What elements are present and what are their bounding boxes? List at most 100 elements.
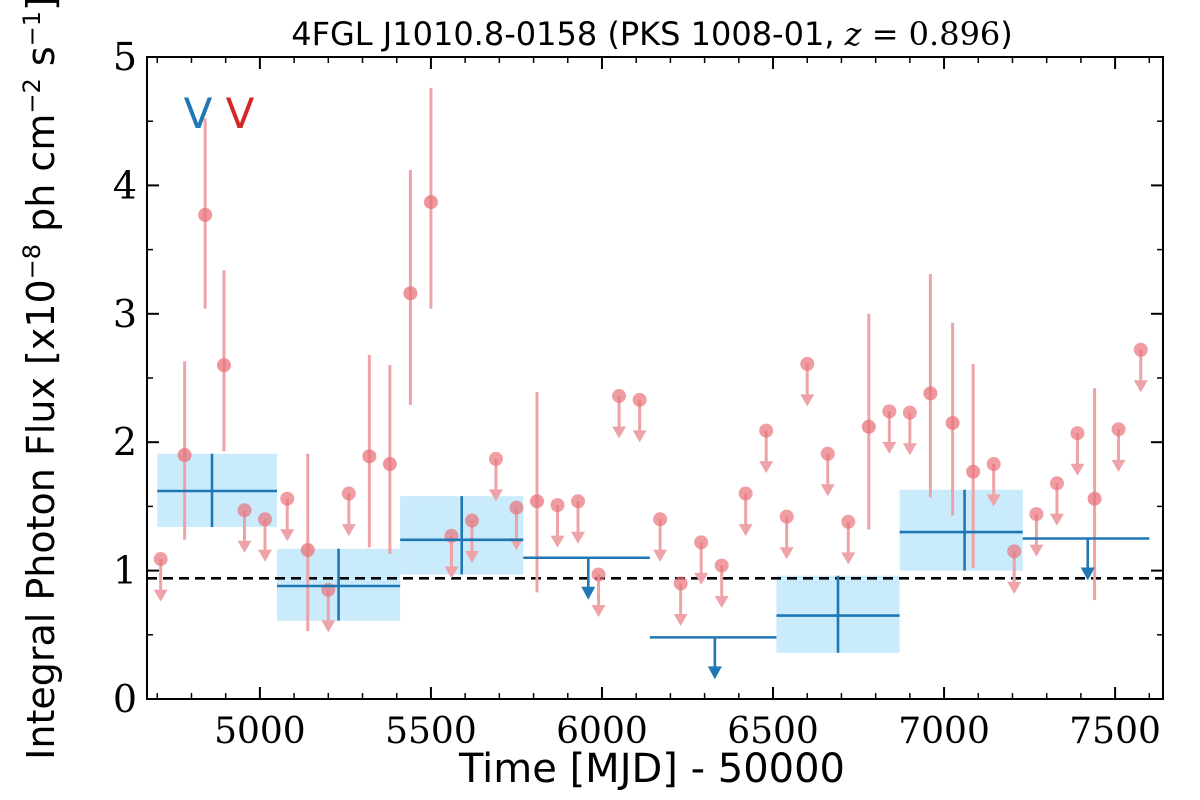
y-tick-label: 1 — [113, 549, 137, 593]
short-bin-point — [945, 415, 960, 430]
title-close: ) — [1000, 15, 1012, 53]
short-bin-upper-limit-arrow — [341, 524, 356, 537]
short-bin-upper-limit-point — [820, 446, 835, 461]
long-bin-upper-limit-arrow — [1080, 567, 1095, 581]
y-label-exp2: −2 — [18, 78, 46, 113]
short-bin-upper-limit-arrow — [714, 595, 729, 608]
y-tick-label: 0 — [113, 677, 137, 721]
short-bin-upper-limit-point — [714, 558, 729, 573]
short-bin-upper-limit-point — [1049, 476, 1064, 491]
short-bin-point — [382, 457, 397, 472]
x-tick-label: 6000 — [556, 711, 648, 752]
short-bin-upper-limit-point — [1029, 507, 1044, 522]
short-bin-upper-limit-point — [464, 513, 479, 528]
short-bin-upper-limit-point — [591, 567, 606, 582]
plot-area: 5000 5500 6000 6500 7000 7500 0 1 2 3 4 5 — [113, 35, 1164, 752]
y-tick-label: 5 — [113, 35, 137, 79]
short-bin-upper-limit-point — [800, 356, 815, 371]
short-bin-upper-limit-arrow — [591, 604, 606, 617]
short-bin-upper-limit-point — [550, 498, 565, 513]
short-bin-upper-limit-point — [1133, 342, 1148, 357]
short-bin-upper-limit-arrow — [488, 489, 503, 502]
short-bin-upper-limit-arrow — [632, 430, 647, 443]
observation-markers: V V — [184, 89, 255, 138]
short-bin-upper-limit-arrow — [321, 620, 336, 633]
long-bin-band — [899, 489, 1023, 571]
short-bin-point — [198, 207, 213, 222]
short-bin-upper-limit-arrow — [153, 589, 168, 602]
short-bin-upper-limit-point — [1007, 544, 1022, 559]
short-bin-upper-limit-arrow — [280, 529, 295, 542]
short-bin-point — [861, 419, 876, 434]
long-bin-upper-limit-arrow — [707, 666, 722, 680]
short-bin-upper-limit-arrow — [612, 426, 627, 439]
short-bin-upper-limit-arrow — [1070, 463, 1085, 476]
short-bin-point — [403, 286, 418, 301]
y-tick-label: 2 — [113, 420, 137, 464]
short-bin-upper-limit-arrow — [258, 549, 273, 562]
short-bin-upper-limit-point — [237, 503, 252, 518]
short-bin-upper-limit-point — [986, 457, 1001, 472]
short-bin-upper-limit-arrow — [673, 613, 688, 626]
short-bin-point — [529, 494, 544, 509]
short-bin-upper-limit-point — [673, 576, 688, 591]
x-tick-label: 6500 — [727, 711, 819, 752]
y-tick-label: 4 — [113, 163, 137, 207]
x-tick-label: 5000 — [214, 711, 306, 752]
y-label-main: Integral Photon Flux [x10 — [19, 279, 63, 760]
short-bin-point — [966, 464, 981, 479]
short-bin-upper-limit-arrow — [986, 494, 1001, 507]
short-bin-upper-limit-arrow — [694, 572, 709, 585]
y-label-mid2: s — [19, 46, 63, 78]
x-tick-label: 7000 — [898, 711, 990, 752]
x-tick-label: 5500 — [385, 711, 477, 752]
chart-title: 4FGL J1010.8-0158 (PKS 1008-01, z = 0.89… — [291, 15, 1013, 53]
short-bin-upper-limit-point — [571, 494, 586, 509]
short-bin-upper-limit-arrow — [444, 566, 459, 579]
short-bin-upper-limit-arrow — [1111, 459, 1126, 472]
short-bin-upper-limit-arrow — [509, 538, 524, 551]
y-label-exp1: −8 — [18, 244, 46, 279]
short-bin-upper-limit-arrow — [1049, 513, 1064, 526]
short-bin-upper-limit-arrow — [464, 551, 479, 564]
short-bin-upper-limit-point — [694, 535, 709, 550]
short-bin-upper-limit-arrow — [550, 535, 565, 548]
short-bin-upper-limit-arrow — [820, 484, 835, 497]
short-bin-upper-limit-point — [738, 486, 753, 501]
title-main: 4FGL J1010.8-0158 (PKS 1008-01, — [291, 15, 844, 53]
y-axis-label: Integral Photon Flux [x10−8 ph cm−2 s−1] — [18, 0, 63, 760]
y-label-exp3: −1 — [18, 11, 46, 46]
marker-v-blue: V — [184, 89, 213, 138]
short-bin-upper-limit-arrow — [779, 547, 794, 560]
title-redshift-eq: = 0.896 — [862, 15, 1001, 53]
y-label-close: ] — [19, 0, 63, 11]
short-bin-upper-limit-arrow — [1029, 544, 1044, 557]
short-bin-point — [300, 543, 315, 558]
short-bin-point — [362, 449, 377, 464]
short-bin-upper-limit-point — [258, 512, 273, 527]
short-bin-point — [216, 358, 231, 373]
short-bin-upper-limit-point — [1070, 426, 1085, 441]
short-bin-upper-limit-arrow — [571, 531, 586, 544]
short-bin-point — [923, 386, 938, 401]
short-bin-upper-limit-point — [488, 451, 503, 466]
short-bin-upper-limit-arrow — [1133, 380, 1148, 393]
short-bin-upper-limit-point — [902, 405, 917, 420]
short-bin-upper-limit-arrow — [738, 524, 753, 537]
short-bin-upper-limit-point — [841, 514, 856, 529]
marker-v-red: V — [226, 89, 255, 138]
short-bin-upper-limit-point — [779, 509, 794, 524]
short-bin-upper-limit-point — [612, 388, 627, 403]
x-axis-label: Time [MJD] - 50000 — [458, 746, 845, 792]
short-bin-upper-limit-arrow — [653, 549, 668, 562]
short-bin-upper-limit-arrow — [902, 443, 917, 456]
title-redshift-var: z — [844, 15, 863, 53]
y-label-mid: ph cm — [19, 114, 63, 244]
short-bin-upper-limit-arrow — [1007, 581, 1022, 594]
short-bin-upper-limit-point — [509, 500, 524, 515]
short-bin-upper-limit-point — [759, 423, 774, 438]
short-bin-upper-limit-point — [653, 512, 668, 527]
x-tick-label: 7500 — [1069, 711, 1161, 752]
short-bin-upper-limit-arrow — [237, 540, 252, 553]
